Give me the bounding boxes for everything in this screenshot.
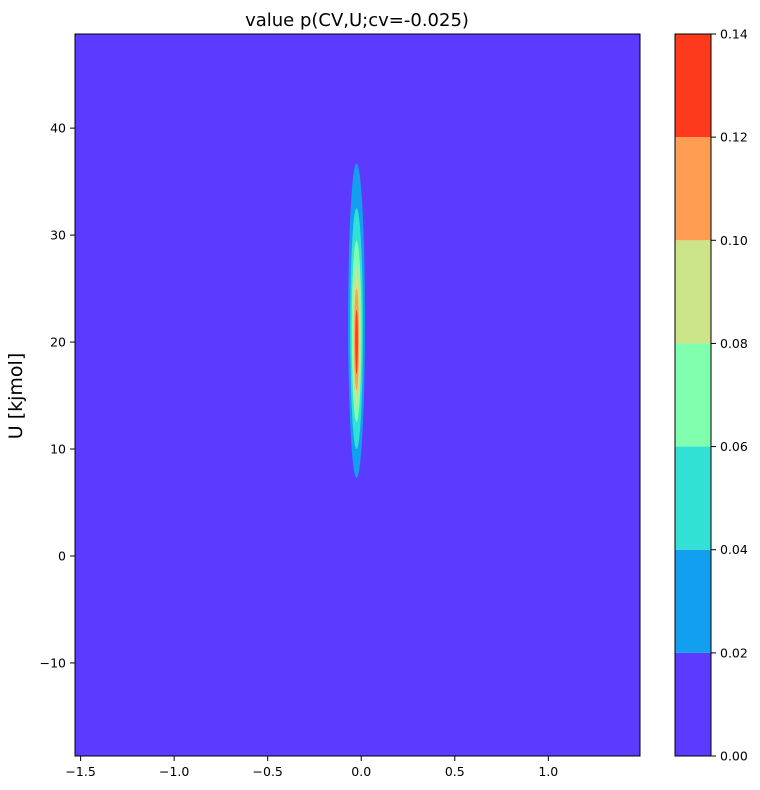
colorbar-tick-label: 0.02 [720,645,748,660]
x-tick-label: 1.0 [538,764,558,779]
colorbar-band [675,549,711,653]
colorbar-tick-label: 0.10 [720,233,748,248]
colorbar-frame [674,33,712,757]
plot-area [74,33,641,757]
y-axis-ticks: −10 0 10 20 30 40 [40,121,75,670]
colorbar-tick-label: 0.00 [720,749,748,764]
x-tick-label: 0.0 [351,764,371,779]
colorbar-band [675,240,711,344]
colorbar-band [675,446,711,550]
y-tick-label: 0 [58,548,66,563]
y-axis-label: U [kjmol] [5,353,27,439]
colorbar-band [675,343,711,447]
colorbar-band [675,34,711,138]
contour-level-6 [355,309,358,375]
colorbar-tick-label: 0.14 [720,27,748,42]
x-axis-ticks: −1.5 −1.0 −0.5 0.0 0.5 1.0 [65,756,558,779]
colorbar-tick-label: 0.04 [720,542,748,557]
colorbar: 0.00 0.02 0.04 0.06 0.08 0.10 0.12 0.14 [674,27,748,764]
y-tick-label: 40 [50,121,66,136]
x-tick-label: −0.5 [253,764,283,779]
colorbar-tick-label: 0.12 [720,130,748,145]
x-tick-label: −1.0 [159,764,189,779]
y-tick-label: 20 [50,335,66,350]
x-tick-label: 0.5 [445,764,465,779]
y-tick-label: 10 [50,442,66,457]
colorbar-tick-label: 0.08 [720,336,748,351]
plot-frame [74,33,641,757]
colorbar-band [675,652,711,756]
colorbar-tick-label: 0.06 [720,439,748,454]
chart-title: value p(CV,U;cv=-0.025) [245,10,469,31]
colorbar-band [675,137,711,241]
y-tick-label: −10 [40,655,66,670]
y-tick-label: 30 [50,228,66,243]
x-tick-label: −1.5 [65,764,95,779]
